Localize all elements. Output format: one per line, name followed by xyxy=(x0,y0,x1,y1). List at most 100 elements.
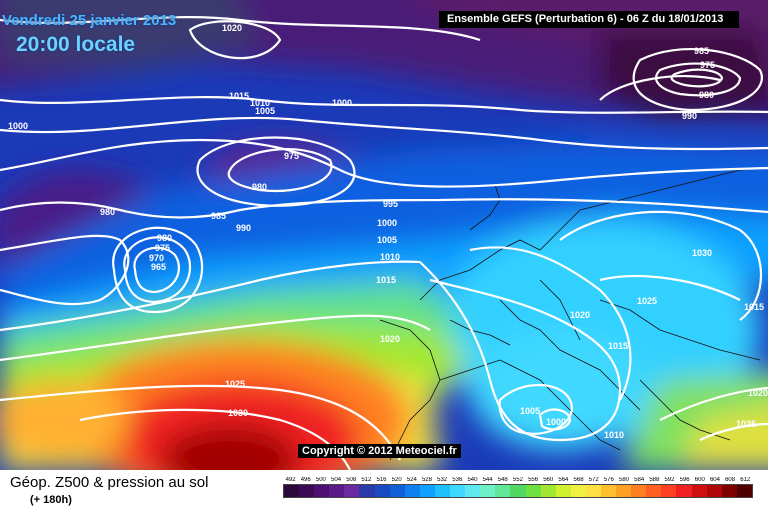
isobar-label: 1020 xyxy=(570,310,590,320)
scale-swatch xyxy=(616,485,632,497)
scale-value: 520 xyxy=(391,477,402,483)
scale-value: 552 xyxy=(512,477,523,483)
scale-swatch xyxy=(510,485,526,497)
isobar-labels: 1020 1015 1010 1005 1000 1000 975 980 98… xyxy=(8,23,768,440)
isobar-label: 980 xyxy=(100,207,115,217)
scale-value: 536 xyxy=(452,477,463,483)
isobar-label: 990 xyxy=(236,223,251,233)
scale-swatch xyxy=(631,485,647,497)
scale-value: 528 xyxy=(421,477,432,483)
legend-title: Géop. Z500 & pression au sol xyxy=(10,474,209,491)
isobar-label: 1000 xyxy=(546,417,566,427)
scale-value: 504 xyxy=(331,477,342,483)
scale-swatch xyxy=(359,485,375,497)
scale-value: 592 xyxy=(664,477,675,483)
isobar-label: 1000 xyxy=(377,218,397,228)
scale-swatch xyxy=(434,485,451,497)
scale-swatch xyxy=(480,485,496,497)
scale-swatch xyxy=(555,485,571,497)
isobar-label: 1020 xyxy=(748,388,768,398)
color-scale: 492 496 500 504 508 512 516 520 524 528 532 536 540 5… xyxy=(283,477,753,498)
scale-value: 496 xyxy=(300,477,311,483)
isobar-label: 975 xyxy=(155,243,170,253)
scale-swatch xyxy=(374,485,390,497)
scale-value: 500 xyxy=(315,477,326,483)
scale-value: 516 xyxy=(376,477,387,483)
scale-swatch xyxy=(299,485,315,497)
forecast-time: 20:00 locale xyxy=(16,33,136,56)
isobar-label: 1000 xyxy=(332,98,352,108)
isobar-label: 1010 xyxy=(380,252,400,262)
geopotential-map: 1020 1015 1010 1005 1000 1000 975 980 98… xyxy=(0,0,768,470)
isobar-label: 1020 xyxy=(222,23,242,33)
scale-value: 596 xyxy=(679,477,690,483)
scale-value: 548 xyxy=(497,477,508,483)
isobar-label: 1005 xyxy=(377,235,397,245)
isobar-label: 1025 xyxy=(736,419,756,429)
scale-value: 600 xyxy=(694,477,705,483)
scale-swatch xyxy=(585,485,601,497)
scale-swatch xyxy=(570,485,586,497)
color-scale-bar xyxy=(283,484,753,498)
isobar-label: 1000 xyxy=(8,121,28,131)
scale-value: 532 xyxy=(437,477,448,483)
isobar-label: 1030 xyxy=(692,248,712,258)
scale-value: 604 xyxy=(709,477,720,483)
isobar-label: 995 xyxy=(383,199,398,209)
scale-value: 588 xyxy=(649,477,660,483)
scale-value: 544 xyxy=(482,477,493,483)
scale-swatch xyxy=(600,485,617,497)
scale-value: 512 xyxy=(361,477,372,483)
isobar-label: 975 xyxy=(700,60,715,70)
scale-value: 572 xyxy=(588,477,599,483)
scale-value: 580 xyxy=(619,477,630,483)
isobar-label: 975 xyxy=(284,151,299,161)
scale-swatch xyxy=(676,485,692,497)
isobar-label: 1015 xyxy=(229,91,249,101)
scale-value: 608 xyxy=(725,477,736,483)
isobar-label: 1015 xyxy=(376,275,396,285)
color-scale-labels: 492 496 500 504 508 512 516 520 524 528 532 536 540 5… xyxy=(283,477,753,483)
isobar-label: 1030 xyxy=(228,408,248,418)
scale-value: 556 xyxy=(528,477,539,483)
scale-swatch xyxy=(540,485,556,497)
scale-value: 508 xyxy=(346,477,357,483)
scale-swatch xyxy=(404,485,420,497)
isobar-label: 1005 xyxy=(520,406,540,416)
isobar-label: 1010 xyxy=(250,98,270,108)
isobar-label: 980 xyxy=(252,182,267,192)
isobar-label: 1005 xyxy=(255,106,275,116)
scale-swatch xyxy=(661,485,677,497)
isobar-label: 1025 xyxy=(637,296,657,306)
scale-value: 576 xyxy=(603,477,614,483)
scale-swatch xyxy=(691,485,707,497)
scale-value: 492 xyxy=(285,477,296,483)
isobar-label: 1015 xyxy=(608,341,628,351)
isobar-label: 970 xyxy=(149,253,164,263)
scale-swatch xyxy=(314,485,330,497)
scale-value: 540 xyxy=(467,477,478,483)
forecast-date: Vendredi 25 janvier 2013 xyxy=(2,12,177,29)
scale-swatch xyxy=(450,485,466,497)
scale-value: 584 xyxy=(634,477,645,483)
isobar-label: 980 xyxy=(157,233,172,243)
isobar-label: 990 xyxy=(682,111,697,121)
scale-swatch xyxy=(721,485,737,497)
scale-swatch xyxy=(389,485,405,497)
scale-swatch xyxy=(706,485,722,497)
legend-subtitle: (+ 180h) xyxy=(30,494,72,506)
isobar-label: 985 xyxy=(694,46,709,56)
scale-value: 564 xyxy=(558,477,569,483)
isobars xyxy=(0,16,768,470)
isobar-label: 965 xyxy=(151,262,166,272)
scale-swatch xyxy=(284,485,300,497)
scale-value: 568 xyxy=(573,477,584,483)
isobar-label: 1010 xyxy=(604,430,624,440)
scale-swatch xyxy=(465,485,481,497)
scale-swatch xyxy=(736,485,752,497)
isobar-label: 1025 xyxy=(225,379,245,389)
isobar-label: 985 xyxy=(211,211,226,221)
isobar-label: 980 xyxy=(699,90,714,100)
isobar-label: 1015 xyxy=(744,302,764,312)
